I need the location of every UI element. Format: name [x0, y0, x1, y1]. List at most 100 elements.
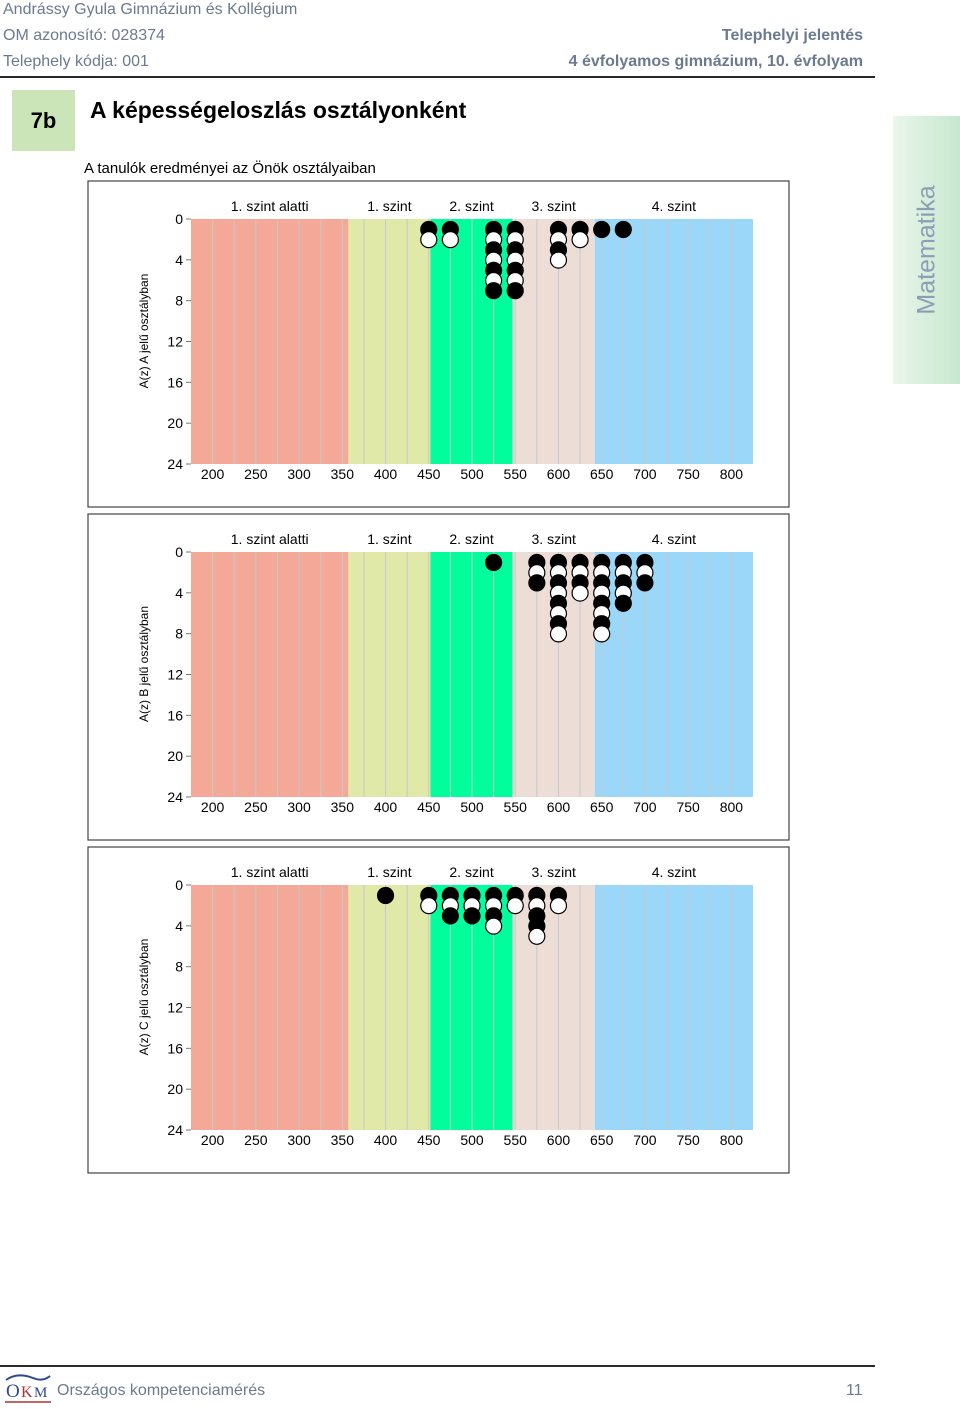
level-label: 3. szint [532, 531, 576, 547]
level-band [191, 885, 349, 1130]
student-dot-open [549, 625, 568, 643]
x-tick-label: 750 [676, 466, 700, 482]
level-label: 1. szint alatti [231, 864, 309, 880]
student-dot-filled [463, 907, 481, 925]
header-divider [0, 76, 875, 78]
x-tick-label: 750 [676, 1132, 700, 1148]
x-tick-label: 250 [244, 1132, 268, 1148]
student-dot-open [593, 625, 611, 643]
x-tick-label: 600 [547, 799, 571, 815]
student-dot-open [441, 231, 459, 249]
x-tick-label: 300 [287, 1132, 311, 1148]
y-tick-label: 20 [167, 1081, 183, 1097]
x-tick-label: 350 [331, 799, 355, 815]
y-tick-label: 12 [167, 667, 183, 683]
level-label: 2. szint [449, 531, 493, 547]
level-label: 4. szint [652, 864, 696, 880]
footer-org: Országos kompetenciamérés [57, 1382, 266, 1399]
x-tick-label: 400 [374, 466, 398, 482]
page-subtitle: A tanulók eredményei az Önök osztályaiba… [84, 160, 376, 177]
footer-divider [0, 1365, 875, 1367]
y-tick-label: 4 [175, 252, 183, 268]
level-band [191, 219, 349, 464]
y-tick-label: 0 [175, 877, 183, 893]
student-dot-open [549, 251, 568, 269]
x-tick-label: 600 [547, 1132, 571, 1148]
y-tick-label: 24 [167, 1122, 183, 1138]
student-dot-filled [614, 220, 632, 239]
y-tick-label: 8 [175, 626, 183, 642]
student-dot-open [420, 231, 438, 249]
student-dot-open [506, 897, 524, 915]
x-tick-label: 550 [504, 799, 528, 815]
student-dot-open [571, 584, 589, 602]
level-label: 4. szint [652, 531, 696, 547]
x-tick-label: 650 [590, 466, 614, 482]
site-code: Telephely kódja: 001 [3, 53, 149, 70]
school-name: Andrássy Gyula Gimnázium és Kollégium [3, 1, 298, 18]
level-label: 2. szint [449, 198, 493, 214]
y-tick-label: 24 [167, 456, 183, 472]
chart-panel: 1. szint alatti 1. szint 2. szint 3. szint 4… [87, 180, 790, 508]
level-label: 1. szint [367, 198, 411, 214]
x-tick-label: 550 [504, 1132, 528, 1148]
x-tick-label: 250 [244, 799, 268, 815]
y-tick-label: 0 [175, 544, 183, 560]
x-tick-label: 200 [201, 1132, 225, 1148]
y-tick-label: 4 [175, 585, 183, 601]
x-tick-label: 200 [201, 799, 225, 815]
student-dot-open [420, 897, 438, 915]
x-tick-label: 400 [374, 799, 398, 815]
level-label: 3. szint [532, 198, 576, 214]
level-band [594, 219, 753, 464]
level-band [348, 885, 431, 1130]
svg-text:M: M [34, 1385, 47, 1401]
level-label: 4. szint [652, 198, 696, 214]
y-tick-label: 8 [175, 293, 183, 309]
x-tick-label: 600 [547, 466, 571, 482]
x-tick-label: 250 [244, 466, 268, 482]
svg-text:K: K [21, 1384, 33, 1401]
x-tick-label: 800 [720, 466, 744, 482]
level-band [512, 885, 595, 1130]
y-axis-label: A(z) A jelű osztályban [137, 274, 151, 389]
x-tick-label: 500 [460, 1132, 484, 1148]
student-dot-filled [441, 907, 459, 925]
level-band [348, 219, 431, 464]
y-tick-label: 4 [175, 918, 183, 934]
student-dot-filled [506, 282, 524, 300]
level-label: 2. szint [449, 864, 493, 880]
x-tick-label: 350 [331, 1132, 355, 1148]
x-tick-label: 700 [633, 466, 657, 482]
y-tick-label: 0 [175, 211, 183, 227]
x-tick-label: 500 [460, 799, 484, 815]
level-label: 1. szint alatti [231, 531, 309, 547]
y-tick-label: 12 [167, 1000, 183, 1016]
y-axis-label: A(z) B jelű osztályban [137, 606, 151, 722]
level-band [191, 552, 349, 797]
y-tick-label: 12 [167, 334, 183, 350]
x-tick-label: 300 [287, 799, 311, 815]
x-tick-label: 500 [460, 466, 484, 482]
x-tick-label: 650 [590, 799, 614, 815]
chart-panel: 1. szint alatti 1. szint 2. szint 3. szint 4… [87, 513, 790, 841]
student-dot-filled [614, 594, 632, 612]
level-label: 1. szint [367, 864, 411, 880]
om-id: OM azonosító: 028374 [3, 27, 165, 44]
level-band [348, 552, 431, 797]
student-dot-open [485, 917, 503, 935]
y-tick-label: 16 [167, 1040, 183, 1056]
subject-tab: Matematika [893, 116, 960, 384]
section-badge: 7b [12, 90, 75, 151]
grade-info: 4 évfolyamos gimnázium, 10. évfolyam [568, 53, 863, 70]
y-tick-label: 20 [167, 415, 183, 431]
level-label: 1. szint alatti [231, 198, 309, 214]
x-tick-label: 800 [720, 799, 744, 815]
x-tick-label: 300 [287, 466, 311, 482]
x-tick-label: 700 [633, 1132, 657, 1148]
student-dot-open [549, 897, 568, 915]
level-band [594, 885, 753, 1130]
y-tick-label: 16 [167, 374, 183, 390]
report-type: Telephelyi jelentés [721, 27, 863, 44]
